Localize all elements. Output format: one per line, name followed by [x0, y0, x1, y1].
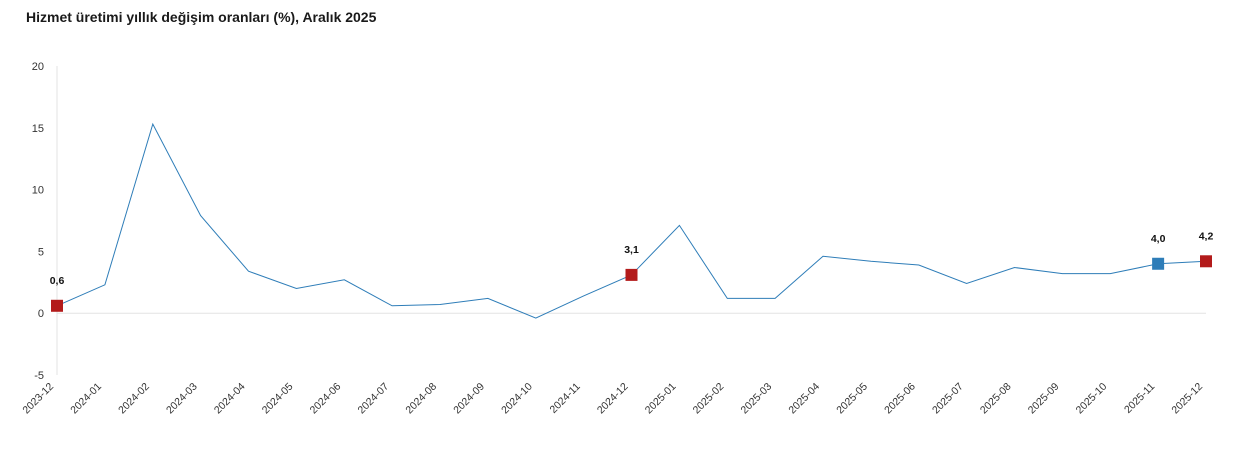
x-tick-label: 2025-10	[1074, 381, 1110, 417]
x-tick-label: 2024-06	[308, 381, 344, 417]
y-axis-ticks: -5 0 5 10 15 20	[32, 61, 44, 382]
x-tick-label: 2025-02	[691, 381, 727, 417]
x-tick-label: 2024-01	[68, 381, 104, 417]
x-tick-label: 2024-08	[403, 381, 439, 417]
x-tick-label: 2025-07	[930, 381, 966, 417]
x-tick-label: 2024-10	[499, 381, 535, 417]
y-tick-label: 5	[38, 246, 44, 258]
x-tick-label: 2025-11	[1122, 381, 1157, 416]
x-tick-label: 2025-01	[643, 381, 679, 417]
x-tick-label: 2025-08	[978, 381, 1014, 417]
highlight-marker	[51, 299, 63, 312]
y-tick-label: 15	[32, 123, 44, 135]
y-tick-label: 10	[32, 185, 44, 197]
x-axis-ticks: 2023-12 2024-01 2024-02 2024-03 2024-04 2024-…	[20, 381, 1205, 417]
x-tick-label: 2025-12	[1169, 381, 1205, 417]
x-tick-label: 2024-02	[116, 381, 152, 417]
x-tick-label: 2025-06	[882, 381, 918, 417]
x-tick-label: 2024-03	[164, 381, 200, 417]
x-tick-label: 2025-09	[1026, 381, 1062, 417]
highlight-markers	[51, 255, 1212, 312]
chart-title: Hizmet üretimi yıllık değişim oranları (…	[26, 9, 377, 25]
x-tick-label: 2023-12	[20, 381, 56, 417]
x-tick-label: 2025-05	[834, 381, 870, 417]
data-label: 4,2	[1199, 230, 1214, 242]
x-tick-label: 2024-12	[595, 381, 631, 417]
highlight-marker	[1200, 255, 1212, 268]
data-label: 0,6	[50, 275, 65, 287]
x-tick-label: 2024-04	[212, 381, 248, 417]
highlight-marker	[625, 268, 638, 281]
y-tick-label: 20	[32, 61, 44, 73]
x-tick-label: 2024-05	[260, 381, 296, 417]
axes	[56, 66, 1206, 375]
x-tick-label: 2024-09	[451, 381, 487, 417]
x-tick-label: 2025-03	[739, 381, 775, 417]
data-labels: 0,6 3,1 4,0 4,2	[50, 230, 1214, 286]
highlight-marker	[1152, 257, 1165, 270]
data-label: 3,1	[624, 244, 639, 256]
x-tick-label: 2024-07	[356, 381, 392, 417]
x-tick-label: 2024-11	[548, 381, 583, 416]
data-label: 4,0	[1151, 233, 1166, 245]
y-tick-label: 0	[38, 308, 44, 320]
y-tick-label: -5	[34, 370, 44, 382]
series-line	[56, 122, 1207, 319]
x-tick-label: 2025-04	[786, 381, 822, 417]
